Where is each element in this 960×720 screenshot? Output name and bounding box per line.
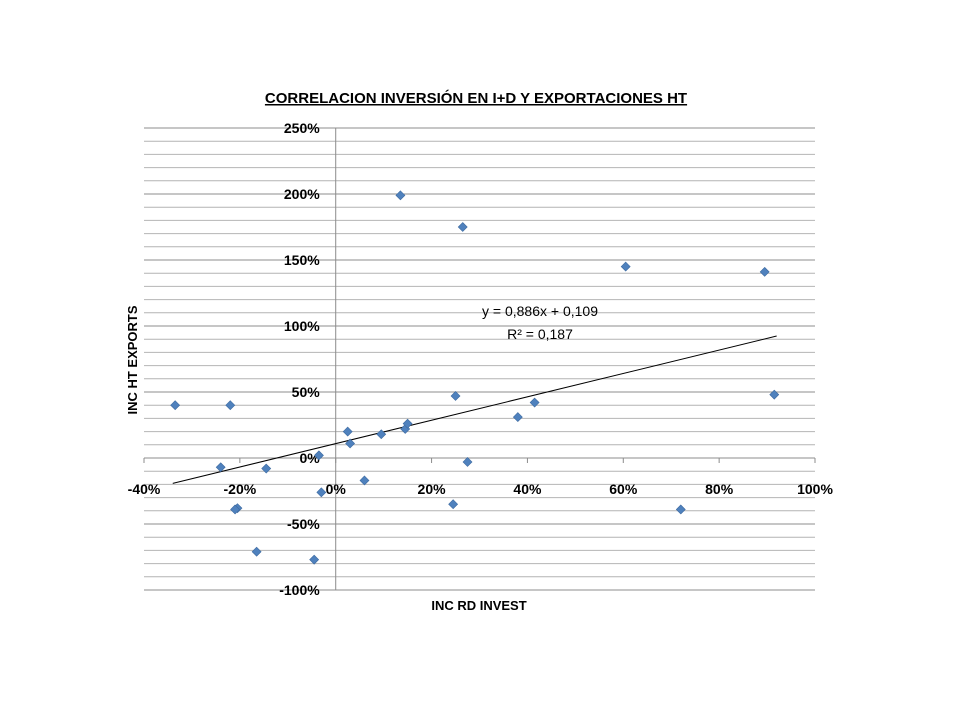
data-point	[395, 190, 406, 201]
data-point	[759, 266, 770, 277]
data-point	[457, 222, 468, 232]
data-point	[342, 426, 353, 437]
data-point	[620, 261, 631, 272]
data-point	[215, 462, 226, 473]
x-tick-label: -40%	[128, 481, 161, 497]
x-tick-label: 100%	[797, 481, 833, 497]
y-tick-label: 250%	[284, 120, 320, 136]
y-tick-label: 0%	[299, 450, 320, 466]
trendline-group	[172, 335, 777, 484]
data-point	[529, 397, 540, 408]
y-tick-labels: -100% -50% 0% 50% 100% 150% 200% 250%	[279, 120, 320, 598]
data-point	[769, 389, 780, 400]
x-tick-label: 20%	[418, 481, 447, 497]
chart-title: CORRELACION INVERSIÓN EN I+D Y EXPORTACI…	[265, 89, 687, 107]
data-point	[512, 412, 523, 423]
y-tick-label: -50%	[287, 516, 320, 532]
x-axis-label: INC RD INVEST	[431, 598, 526, 613]
y-tick-label: 200%	[284, 186, 320, 202]
y-axis-label: INC HT EXPORTS	[125, 305, 140, 414]
data-point	[448, 499, 459, 510]
data-point	[345, 438, 356, 449]
data-points	[170, 190, 780, 565]
data-point	[261, 463, 272, 474]
data-point	[675, 504, 686, 515]
data-point	[450, 391, 461, 401]
x-tick-label: -20%	[224, 481, 257, 497]
data-point	[225, 400, 236, 411]
data-point	[170, 400, 181, 411]
y-tick-label: -100%	[279, 582, 320, 598]
data-point	[376, 429, 387, 440]
data-point	[314, 450, 324, 461]
y-tick-label: 100%	[284, 318, 320, 334]
axes	[143, 128, 816, 590]
y-tick-label: 50%	[292, 384, 321, 400]
data-point	[309, 554, 320, 565]
data-point	[316, 487, 327, 498]
grid	[144, 127, 815, 591]
trendline	[172, 335, 777, 484]
x-tick-labels: -40% -20% 0% 20% 40% 60% 80% 100%	[128, 481, 834, 497]
data-point	[230, 504, 240, 515]
x-tick-label: 40%	[513, 481, 542, 497]
trendline-equation: y = 0,886x + 0,109	[482, 303, 598, 319]
data-point	[359, 475, 370, 486]
trendline-r-squared: R² = 0,187	[507, 326, 573, 342]
data-point	[462, 457, 473, 467]
data-point	[251, 546, 262, 557]
data-point	[402, 418, 413, 429]
x-tick-label: 80%	[705, 481, 734, 497]
x-tick-label: 60%	[609, 481, 638, 497]
x-tick-label: 0%	[326, 481, 347, 497]
y-tick-label: 150%	[284, 252, 320, 268]
